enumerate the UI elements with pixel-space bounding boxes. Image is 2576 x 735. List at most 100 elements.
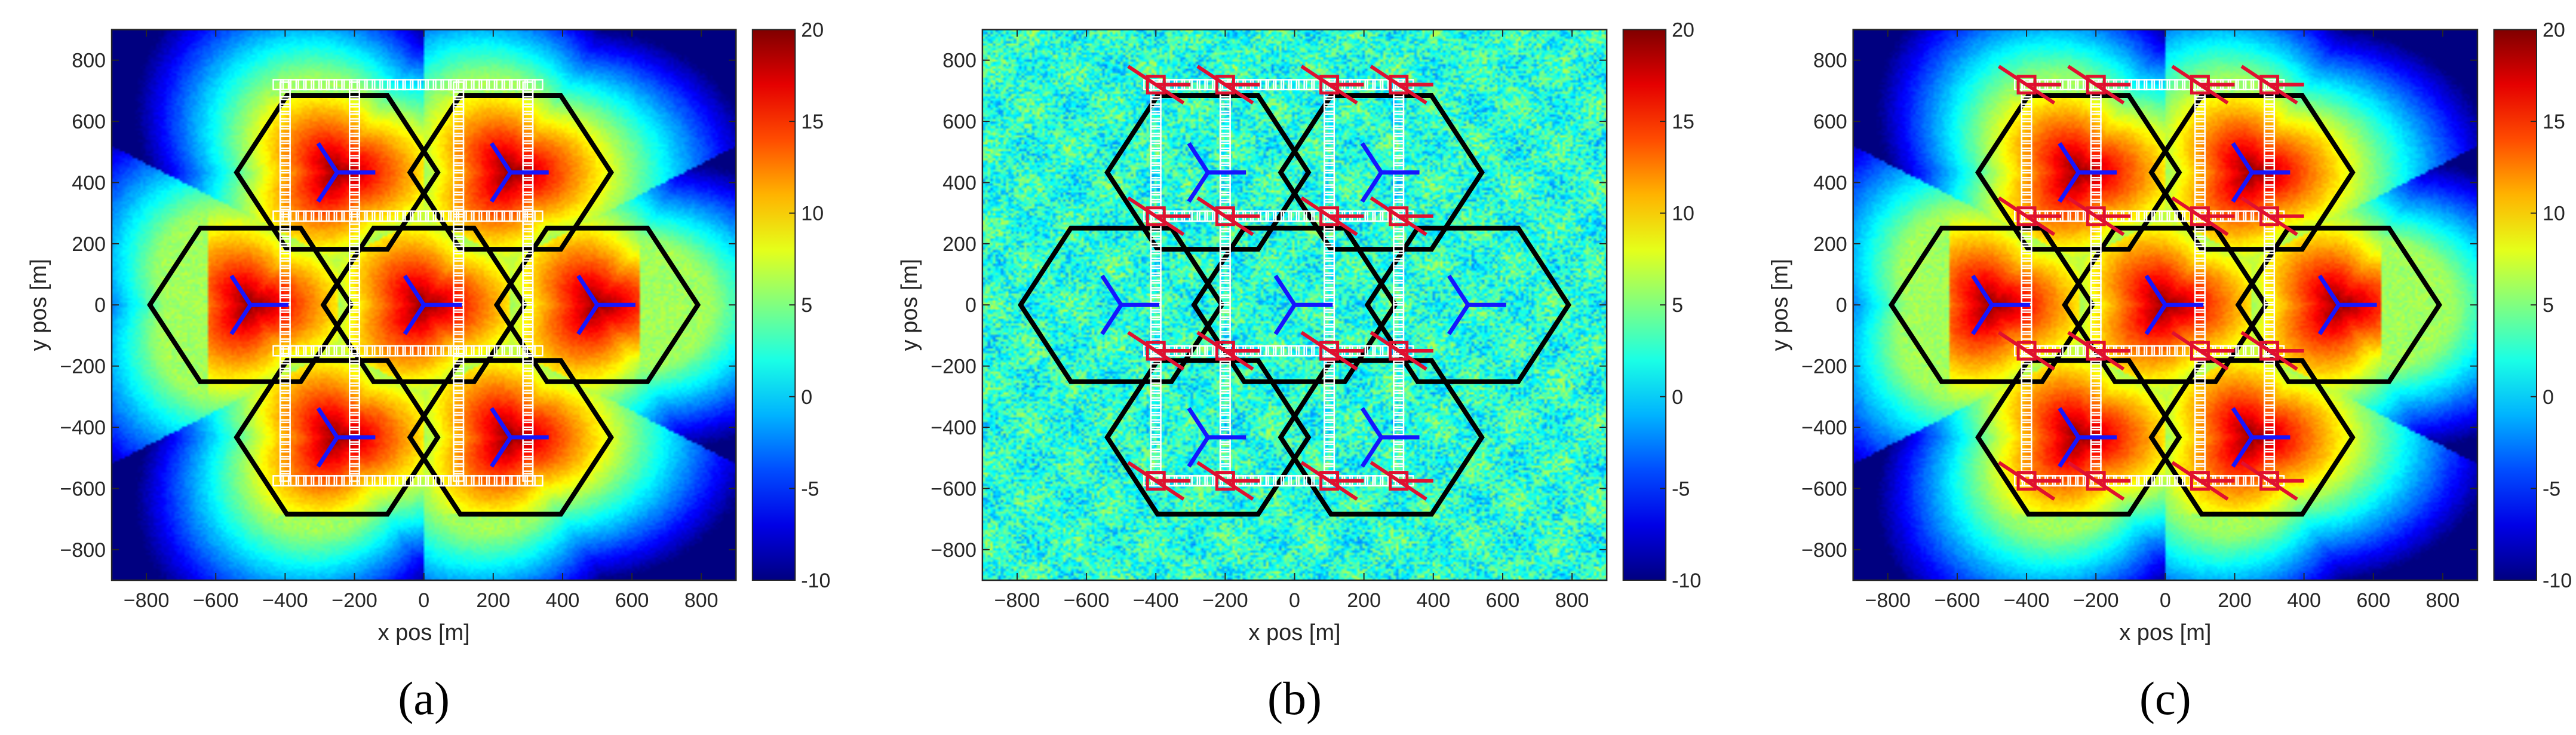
- sector-antenna: [229, 274, 253, 307]
- user-marker: [1393, 323, 1405, 335]
- user-marker: [2264, 147, 2276, 159]
- user-marker: [1219, 140, 1231, 152]
- user-marker: [349, 96, 361, 108]
- colorbar-tick-label: -5: [2543, 477, 2560, 500]
- user-marker: [453, 316, 465, 328]
- y-tick-label: 0: [1836, 294, 1847, 317]
- user-marker: [303, 475, 315, 487]
- user-marker: [1324, 198, 1335, 210]
- red-node: [2016, 471, 2037, 491]
- user-marker: [1393, 309, 1405, 321]
- user-marker: [1393, 360, 1405, 372]
- user-marker: [1295, 210, 1307, 222]
- user-marker: [1219, 412, 1231, 424]
- user-marker: [2194, 191, 2206, 203]
- user-marker: [279, 191, 291, 203]
- sector-antenna: [2317, 274, 2341, 307]
- red-node: [1146, 206, 1166, 226]
- sector-antenna: [316, 407, 339, 439]
- user-marker: [318, 345, 330, 357]
- user-marker: [1150, 265, 1162, 277]
- user-marker: [386, 210, 398, 222]
- user-marker: [486, 79, 498, 91]
- cell-boundary: [2148, 93, 2356, 252]
- cell-boundary: [2235, 225, 2442, 384]
- user-marker: [2194, 169, 2206, 181]
- user-marker: [522, 147, 534, 159]
- user-marker: [1281, 475, 1292, 487]
- user-marker: [1324, 125, 1335, 137]
- user-marker: [2090, 433, 2102, 445]
- colorbar-tick-label: -5: [1672, 477, 1690, 500]
- user-marker: [2174, 345, 2186, 357]
- user-marker: [2021, 118, 2032, 130]
- user-marker: [522, 220, 534, 232]
- y-tick-label: 800: [942, 50, 977, 72]
- user-marker: [2194, 397, 2206, 409]
- red-node: [2016, 341, 2037, 361]
- user-marker: [279, 412, 291, 424]
- user-marker: [2090, 287, 2102, 299]
- user-marker: [279, 404, 291, 416]
- user-marker: [2090, 368, 2102, 379]
- user-marker: [1295, 475, 1307, 487]
- user-marker: [522, 404, 534, 416]
- sector-antenna: [403, 304, 426, 335]
- user-marker: [2194, 279, 2206, 291]
- user-marker: [2021, 147, 2032, 159]
- colorbar-tick-label: 0: [1672, 386, 1683, 409]
- x-tick-label: −800: [124, 589, 170, 612]
- panel-caption: (b): [1267, 672, 1322, 724]
- user-marker: [2194, 228, 2206, 240]
- user-marker: [1364, 345, 1376, 357]
- user-marker: [2264, 309, 2276, 321]
- user-marker: [1219, 368, 1231, 379]
- y-tick-label: 800: [72, 50, 106, 72]
- user-marker: [1219, 228, 1231, 240]
- user-marker: [1219, 323, 1231, 335]
- user-marker: [453, 375, 465, 387]
- user-marker: [349, 206, 361, 218]
- user-marker: [1273, 345, 1285, 357]
- user-marker: [471, 475, 483, 487]
- sector-antenna: [1187, 142, 1210, 174]
- user-marker: [1372, 210, 1384, 222]
- y-tick-label: 600: [942, 111, 977, 133]
- user-marker: [522, 228, 534, 240]
- user-marker: [1219, 419, 1231, 431]
- user-marker: [453, 279, 465, 291]
- user-marker: [1219, 287, 1231, 299]
- user-marker: [1364, 210, 1376, 222]
- user-marker: [279, 279, 291, 291]
- user-marker: [279, 426, 291, 438]
- user-marker: [2194, 258, 2206, 270]
- user-marker: [1372, 475, 1384, 487]
- user-marker: [2194, 235, 2206, 247]
- user-marker: [453, 433, 465, 445]
- user-marker: [349, 140, 361, 152]
- user-marker: [1150, 272, 1162, 284]
- panel-caption: (c): [2139, 672, 2191, 724]
- user-marker: [453, 140, 465, 152]
- y-tick-label: −600: [60, 477, 106, 500]
- user-marker: [1393, 390, 1405, 402]
- colorbar-tick-label: 10: [2543, 203, 2565, 225]
- user-marker: [371, 345, 383, 357]
- user-marker: [1150, 390, 1162, 402]
- cell-boundary: [320, 225, 527, 384]
- user-marker: [2194, 412, 2206, 424]
- user-marker: [2264, 198, 2276, 210]
- user-marker: [279, 441, 291, 453]
- user-marker: [1324, 133, 1335, 145]
- user-marker: [1196, 210, 1208, 222]
- user-marker: [1219, 294, 1231, 306]
- user-marker: [453, 162, 465, 174]
- user-marker: [279, 338, 291, 350]
- user-marker: [1324, 169, 1335, 181]
- user-marker: [1204, 210, 1216, 222]
- user-marker: [349, 470, 361, 482]
- user-marker: [1150, 125, 1162, 137]
- user-marker: [2067, 345, 2079, 357]
- user-marker: [1150, 368, 1162, 379]
- user-marker: [2090, 404, 2102, 416]
